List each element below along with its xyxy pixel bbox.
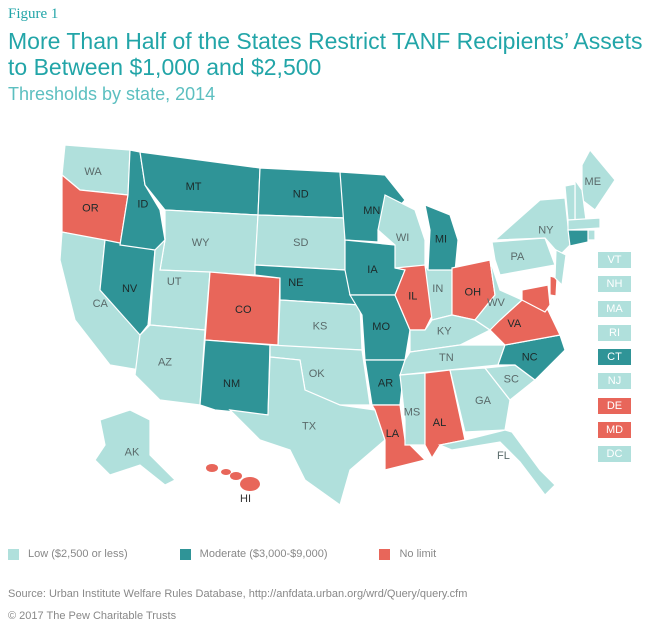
small-states-boxes: VT NH MA RI CT NJ DE MD DC bbox=[598, 252, 631, 471]
small-state-box-dc: DC bbox=[598, 446, 631, 463]
state-label-ut: UT bbox=[167, 276, 182, 288]
legend: Low ($2,500 or less) Moderate ($3,000-$9… bbox=[8, 548, 488, 560]
state-label-mo: MO bbox=[372, 321, 390, 333]
figure-label: Figure 1 bbox=[8, 6, 59, 22]
state-label-ny: NY bbox=[538, 224, 554, 236]
state-label-tx: TX bbox=[302, 421, 317, 433]
copyright: © 2017 The Pew Charitable Trusts bbox=[8, 610, 177, 622]
legend-label: Moderate ($3,000-$9,000) bbox=[199, 548, 328, 560]
state-label-me: ME bbox=[585, 176, 602, 188]
state-label-oh: OH bbox=[465, 287, 482, 299]
legend-swatch-no-limit bbox=[379, 548, 391, 560]
state-label-ne: NE bbox=[288, 277, 303, 289]
state-label-fl: FL bbox=[497, 450, 510, 462]
state-label-nc: NC bbox=[522, 352, 538, 364]
state-tx bbox=[228, 356, 386, 506]
state-ak bbox=[94, 409, 177, 486]
state-hi-island bbox=[221, 469, 231, 475]
state-hi-island bbox=[240, 477, 260, 491]
state-label-tn: TN bbox=[439, 352, 454, 364]
state-nj bbox=[554, 249, 567, 287]
legend-label: Low ($2,500 or less) bbox=[28, 548, 128, 560]
legend-item-moderate: Moderate ($3,000-$9,000) bbox=[179, 548, 328, 560]
small-state-box-nj: NJ bbox=[598, 373, 631, 390]
state-label-id: ID bbox=[137, 198, 148, 210]
state-ga bbox=[449, 367, 511, 433]
small-state-box-ct: CT bbox=[598, 349, 631, 366]
us-map: WA OR CA NV ID MT WY UT AZ CO NM ND SD NE KS OK TX MN IA MO… bbox=[59, 144, 616, 506]
state-label-il: IL bbox=[408, 290, 417, 302]
legend-item-low: Low ($2,500 or less) bbox=[8, 548, 128, 560]
state-label-nm: NM bbox=[223, 378, 240, 390]
state-label-wv: WV bbox=[487, 297, 505, 309]
state-label-sc: SC bbox=[504, 373, 519, 385]
state-ms bbox=[399, 372, 426, 446]
state-label-sd: SD bbox=[293, 237, 308, 249]
state-label-ar: AR bbox=[378, 378, 393, 390]
state-label-al: AL bbox=[433, 417, 446, 429]
legend-swatch-moderate bbox=[179, 548, 191, 560]
state-label-ky: KY bbox=[437, 325, 452, 337]
state-label-nd: ND bbox=[293, 188, 309, 200]
state-label-pa: PA bbox=[510, 251, 525, 263]
state-label-wi: WI bbox=[396, 232, 409, 244]
state-label-ks: KS bbox=[313, 321, 328, 333]
state-label-mn: MN bbox=[363, 205, 380, 217]
small-state-box-ri: RI bbox=[598, 324, 631, 341]
chart-subtitle: Thresholds by state, 2014 bbox=[8, 84, 216, 104]
state-label-or: OR bbox=[82, 202, 99, 214]
state-label-co: CO bbox=[235, 304, 252, 316]
legend-item-no-limit: No limit bbox=[379, 548, 436, 560]
state-label-ok: OK bbox=[309, 368, 326, 380]
small-state-box-vt: VT bbox=[598, 252, 631, 268]
state-label-nv: NV bbox=[122, 283, 138, 295]
state-label-wa: WA bbox=[84, 166, 102, 178]
state-label-mt: MT bbox=[186, 181, 202, 193]
state-ri bbox=[587, 229, 596, 241]
state-label-la: LA bbox=[386, 428, 400, 440]
state-ma bbox=[567, 217, 601, 231]
state-label-ga: GA bbox=[475, 395, 492, 407]
state-hi-island bbox=[230, 472, 242, 480]
chart-title: More Than Half of the States Restrict TA… bbox=[8, 28, 643, 80]
state-label-mi: MI bbox=[435, 234, 447, 246]
state-label-wy: WY bbox=[192, 237, 210, 249]
state-wv bbox=[474, 259, 524, 331]
small-state-box-de: DE bbox=[598, 397, 631, 414]
small-state-box-md: MD bbox=[598, 422, 631, 439]
state-fl bbox=[437, 429, 556, 496]
small-state-box-ma: MA bbox=[598, 300, 631, 317]
state-label-ms: MS bbox=[404, 407, 421, 419]
state-label-az: AZ bbox=[158, 357, 172, 369]
legend-swatch-low bbox=[8, 548, 19, 560]
state-label-ak: AK bbox=[125, 447, 140, 459]
small-state-box-nh: NH bbox=[598, 276, 631, 293]
state-label-ia: IA bbox=[367, 264, 378, 276]
state-label-va: VA bbox=[507, 318, 522, 330]
state-md bbox=[521, 284, 551, 313]
state-label-hi: HI bbox=[240, 493, 251, 505]
source-note: Source: Urban Institute Welfare Rules Da… bbox=[8, 588, 468, 600]
state-label-in: IN bbox=[432, 283, 443, 295]
legend-label: No limit bbox=[399, 548, 437, 560]
state-az bbox=[134, 324, 206, 406]
state-la bbox=[370, 404, 427, 471]
state-me bbox=[581, 148, 616, 211]
state-label-ca: CA bbox=[93, 298, 109, 310]
state-hi-island bbox=[206, 464, 218, 472]
state-ct bbox=[567, 229, 589, 247]
